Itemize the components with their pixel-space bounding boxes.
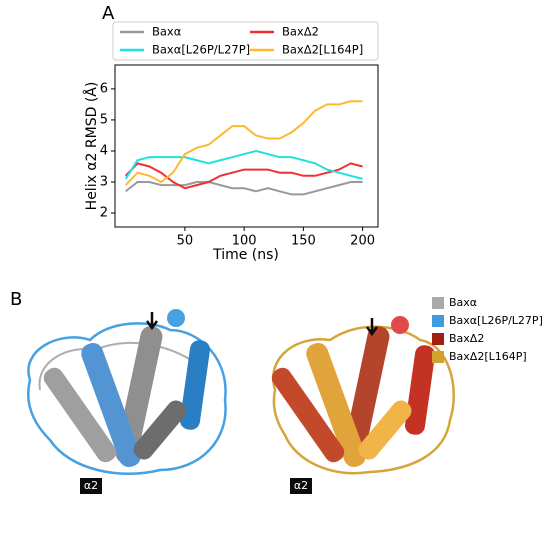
legend-swatch [432,351,444,363]
structure-right [271,316,455,494]
legend-label: BaxΔ2[L164P] [282,43,363,57]
legend-swatch [432,333,444,345]
y-tick-label: 6 [100,81,108,96]
plot-frame [114,64,379,228]
x-tick-label: 200 [350,234,375,249]
panel-label: B [10,289,22,310]
line [124,162,363,190]
y-tick-label: 3 [100,175,108,190]
legend-label: Baxα[L26P/L27P] [449,314,543,327]
legend-swatch [432,297,444,309]
y-axis-label: Helix α2 RMSD (Å) [83,82,100,211]
legend-swatch [432,315,444,327]
line [124,100,363,186]
line [124,149,363,180]
x-tick-label: 150 [291,234,316,249]
line [125,181,363,196]
legend-label: Baxα[L26P/L27P] [152,43,250,57]
x-axis-label: Time (ns) [212,247,279,263]
legend-label: Baxα [449,296,477,309]
structure-left [26,309,227,494]
legend-label: BaxΔ2[L164P] [449,350,527,363]
helix-label: α2 [84,479,98,492]
x-tick-label: 50 [177,234,194,249]
y-tick-label: 4 [100,143,108,158]
x-tick-label: 100 [232,234,257,249]
helix-label: α2 [294,479,308,492]
legend-label: BaxΔ2 [282,25,319,39]
y-tick-label: 2 [100,206,108,221]
panel-label: A [102,3,115,24]
legend-label: Baxα [152,25,182,39]
legend-label: BaxΔ2 [449,332,484,345]
y-tick-label: 5 [100,112,108,127]
legend-box [112,21,379,61]
